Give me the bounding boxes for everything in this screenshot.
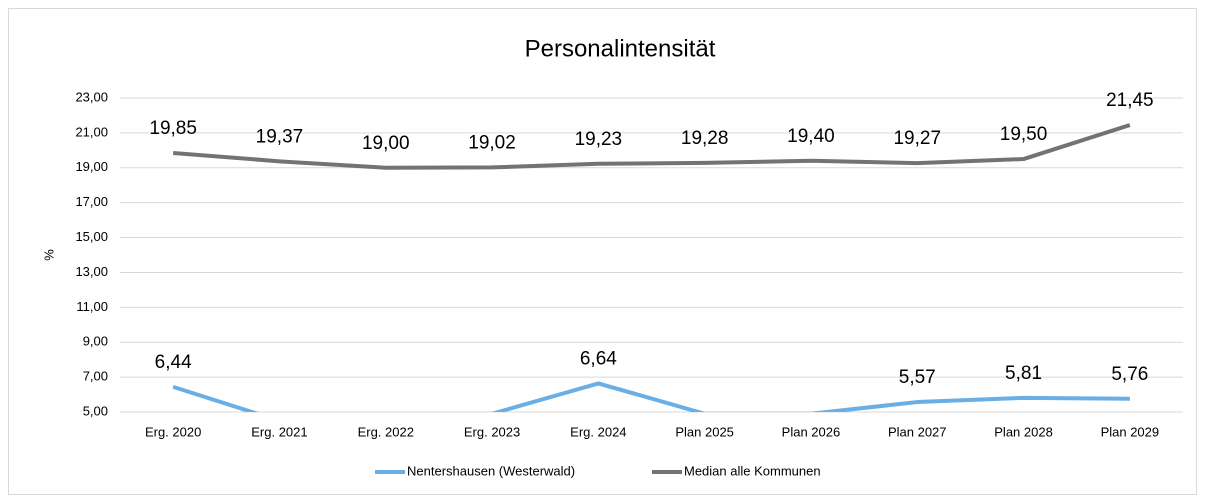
- data-label: 5,81: [1005, 363, 1042, 384]
- data-label: 5,57: [899, 367, 936, 388]
- y-tick-label: 9,00: [83, 334, 108, 349]
- x-tick-label: Erg. 2023: [464, 424, 520, 439]
- y-tick-label: 21,00: [75, 124, 108, 139]
- x-tick-label: Erg. 2022: [358, 424, 414, 439]
- data-label: 19,02: [468, 132, 516, 153]
- data-label: 6,64: [580, 348, 617, 369]
- legend-label: Nentershausen (Westerwald): [407, 463, 575, 478]
- data-label: 19,23: [575, 129, 623, 150]
- y-tick-label: 5,00: [83, 403, 108, 418]
- data-label: 19,50: [1000, 124, 1048, 145]
- y-axis-label: %: [41, 249, 56, 261]
- chart-border: [8, 8, 1197, 495]
- x-tick-label: Plan 2025: [675, 424, 734, 439]
- data-label: 19,27: [893, 128, 941, 149]
- y-tick-label: 15,00: [75, 229, 108, 244]
- y-tick-label: 19,00: [75, 159, 108, 174]
- x-tick-label: Erg. 2021: [251, 424, 307, 439]
- y-tick-label: 17,00: [75, 194, 108, 209]
- data-label: 19,37: [256, 126, 304, 147]
- data-label: 19,28: [681, 128, 729, 149]
- plot-area: [172, 123, 1131, 412]
- series-line: [172, 123, 1131, 170]
- x-tick-label: Plan 2028: [994, 424, 1053, 439]
- y-tick-label: 11,00: [76, 299, 108, 314]
- chart-title: Personalintensität: [525, 35, 716, 62]
- series-line: [172, 381, 1130, 412]
- data-label: 19,00: [362, 133, 410, 154]
- x-tick-label: Plan 2029: [1101, 424, 1160, 439]
- data-label: 19,85: [149, 118, 197, 139]
- x-tick-label: Erg. 2020: [145, 424, 201, 439]
- x-tick-label: Plan 2026: [782, 424, 841, 439]
- y-tick-label: 13,00: [75, 264, 108, 279]
- y-tick-label: 23,00: [75, 89, 108, 104]
- y-tick-label: 7,00: [83, 369, 108, 384]
- legend-label: Median alle Kommunen: [684, 463, 821, 478]
- x-tick-label: Erg. 2024: [570, 424, 626, 439]
- data-label: 19,40: [787, 126, 835, 147]
- data-label: 6,44: [155, 352, 192, 373]
- data-label: 5,76: [1111, 364, 1148, 385]
- x-tick-label: Plan 2027: [888, 424, 947, 439]
- data-label: 21,45: [1106, 90, 1154, 111]
